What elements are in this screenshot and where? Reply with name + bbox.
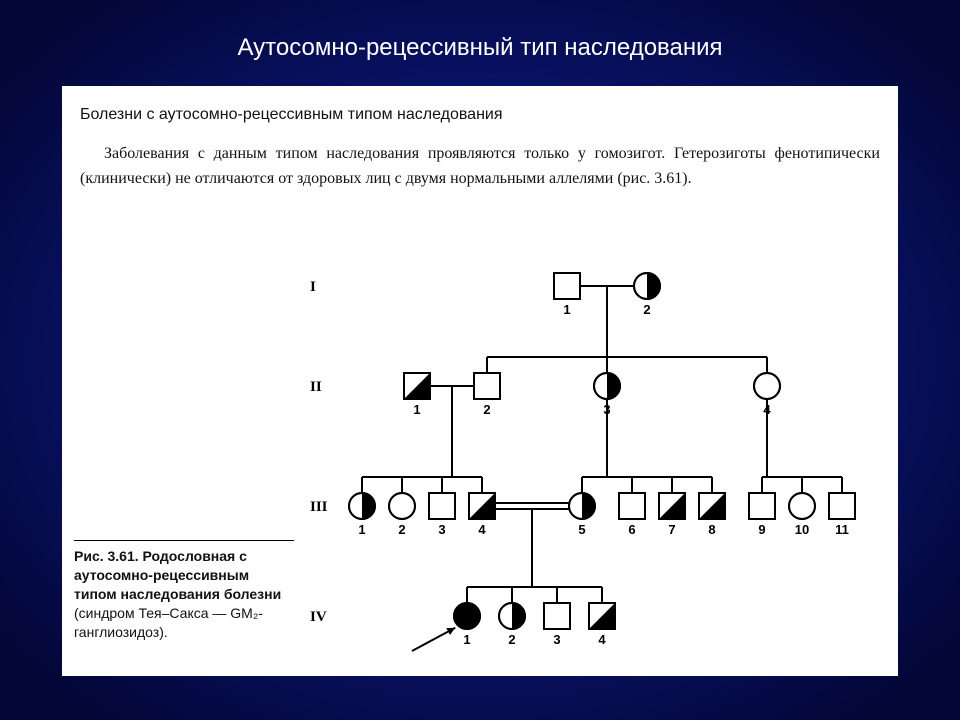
slide-background: Аутосомно-рецессивный тип наследования Б… <box>0 0 960 720</box>
svg-text:3: 3 <box>603 402 610 417</box>
svg-text:10: 10 <box>795 522 809 537</box>
svg-text:IV: IV <box>310 609 327 625</box>
figure-caption: Рис. 3.61. Родословная с аутосомно-рецес… <box>74 540 294 641</box>
svg-text:1: 1 <box>358 522 365 537</box>
svg-text:11: 11 <box>835 522 849 537</box>
svg-text:4: 4 <box>598 632 606 647</box>
svg-text:1: 1 <box>563 302 570 317</box>
body-text-span: Заболевания с данным типом наследования … <box>80 145 880 187</box>
svg-text:7: 7 <box>668 522 675 537</box>
pedigree-svg: IIIIIIIV12123412345678910111234 <box>302 236 882 656</box>
svg-text:III: III <box>310 499 328 515</box>
svg-text:9: 9 <box>758 522 765 537</box>
svg-text:1: 1 <box>413 402 420 417</box>
panel-body-text: Заболевания с данным типом наследования … <box>80 142 880 192</box>
svg-text:3: 3 <box>553 632 560 647</box>
svg-text:2: 2 <box>643 302 650 317</box>
svg-text:II: II <box>310 379 322 395</box>
svg-text:8: 8 <box>708 522 715 537</box>
svg-text:4: 4 <box>763 402 771 417</box>
caption-fig-no: Рис. 3.61. <box>74 548 139 564</box>
svg-text:5: 5 <box>578 522 585 537</box>
svg-text:I: I <box>310 279 316 295</box>
svg-text:4: 4 <box>478 522 486 537</box>
svg-text:2: 2 <box>508 632 515 647</box>
svg-text:6: 6 <box>628 522 635 537</box>
content-panel: Болезни с аутосомно-рецессивным типом на… <box>62 86 898 676</box>
svg-text:1: 1 <box>463 632 470 647</box>
svg-text:2: 2 <box>398 522 405 537</box>
svg-text:3: 3 <box>438 522 445 537</box>
pedigree-chart: IIIIIIIV12123412345678910111234 <box>302 236 882 656</box>
svg-text:2: 2 <box>483 402 490 417</box>
panel-heading: Болезни с аутосомно-рецессивным типом на… <box>80 106 503 124</box>
caption-plain: (синдром Тея–Сакса — GM₂-ганглиозидоз). <box>74 605 263 640</box>
slide-title: Аутосомно-рецессивный тип наследования <box>0 34 960 62</box>
